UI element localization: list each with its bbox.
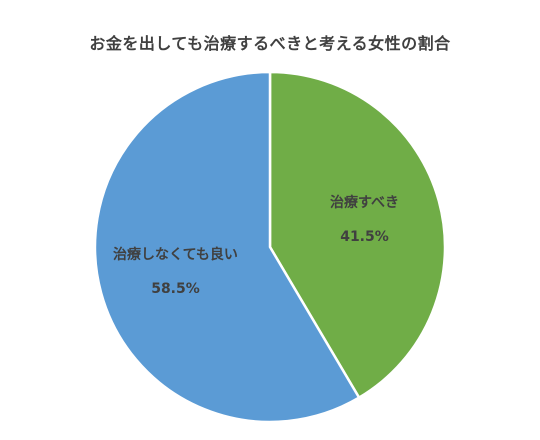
slice-label-1: 治療すべき (330, 194, 399, 211)
slice-label-2: 治療しなくても良い (113, 246, 238, 263)
pie-slice-1 (268, 70, 447, 399)
slice-value-label-2: 58.5% (151, 281, 200, 297)
slice-value-label-1: 41.5% (340, 229, 389, 245)
pie-slice-2 (93, 70, 361, 424)
pie-slices (93, 70, 447, 424)
pie-labels: 治療すべき 41.5% 治療しなくても良い 58.5% (113, 194, 399, 297)
chart-title: お金を出しても治療するべきと考える女性の割合 (89, 34, 451, 53)
